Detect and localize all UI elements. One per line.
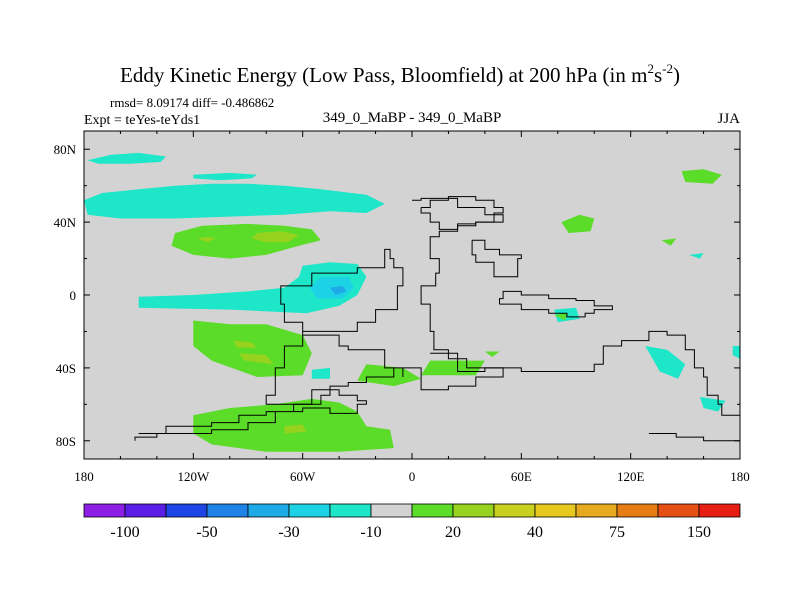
- outline-antarctic-coast: [134, 389, 367, 441]
- chart-title: Eddy Kinetic Energy (Low Pass, Bloomfiel…: [120, 61, 680, 87]
- x-tick-label-2: 60W: [290, 469, 316, 484]
- colorbar-label-4: 20: [445, 524, 461, 541]
- expt-label: Expt = teYes-teYds1: [84, 113, 200, 128]
- contour-south-pacific-yellow-a: [233, 340, 258, 348]
- title-main: Eddy Kinetic Energy (Low Pass, Bloomfiel…: [120, 63, 647, 87]
- stats-label: rmsd= 8.09174 diff= -0.486862: [110, 95, 274, 110]
- contour-central-asia-green: [561, 214, 595, 233]
- contour-regions: [84, 152, 740, 452]
- colorbar-label-3: -10: [360, 524, 381, 541]
- contour-dateline-cyan: [732, 346, 740, 359]
- colorbar-swatch-13: [616, 503, 659, 518]
- colorbar-swatch-2: [165, 503, 208, 518]
- x-tick-label-4: 60E: [511, 469, 532, 484]
- outline-south-asia: [430, 330, 741, 419]
- colorbar-swatch-3: [206, 503, 249, 518]
- colorbar-swatch-4: [247, 503, 290, 518]
- contour-south-atlantic-green: [357, 364, 422, 387]
- contour-indian-ocean-green: [554, 313, 567, 321]
- title-close: ): [673, 63, 680, 87]
- title-s: s: [654, 63, 662, 87]
- colorbar-swatch-10: [493, 503, 536, 518]
- outline-east-coast: [420, 196, 504, 230]
- contour-southern-ocean-green: [193, 398, 394, 452]
- contour-tropical-atlantic-cyan: [138, 262, 367, 314]
- colorbar-swatch-8: [411, 503, 454, 518]
- x-tick-label-0: 180: [74, 469, 94, 484]
- contour-north-pacific-patch-3: [193, 172, 258, 181]
- colorbar: -100 -50 -30 -10 20 40 75 150: [83, 503, 741, 541]
- outline-north-america-coast: [265, 197, 504, 405]
- contour-west-pacific-cyan: [689, 253, 704, 259]
- colorbar-swatch-5: [288, 503, 331, 518]
- season-label: JJA: [717, 111, 740, 127]
- contour-south-pacific-green: [193, 320, 312, 377]
- y-tick-label-3: 40S: [56, 361, 76, 376]
- colorbar-swatch-14: [657, 503, 700, 518]
- colorbar-label-6: 75: [609, 524, 625, 541]
- y-tick-label-0: 80N: [54, 142, 77, 157]
- center-label: 349_0_MaBP - 349_0_MaBP: [323, 110, 502, 126]
- colorbar-label-0: -100: [110, 524, 139, 541]
- contour-south-indian-green-2: [484, 351, 500, 357]
- contour-north-america-yellow-b: [251, 231, 299, 243]
- x-tick-label-5: 120E: [617, 469, 645, 484]
- colorbar-swatch-11: [534, 503, 577, 518]
- map-background: [84, 131, 740, 459]
- contour-north-pacific-patch-2: [87, 152, 166, 164]
- contour-tropical-atlantic-blue-b: [330, 285, 347, 295]
- contour-aus-se-cyan: [699, 397, 726, 412]
- contour-south-atlantic-cyan: [311, 367, 330, 379]
- colorbar-swatch-6: [329, 503, 372, 518]
- contour-west-pacific-green: [661, 238, 677, 246]
- x-tick-label-1: 120W: [177, 469, 210, 484]
- x-tick-label-3: 0: [409, 469, 416, 484]
- outline-asia-pacific: [499, 290, 613, 318]
- contour-north-america-yellow-a: [197, 236, 216, 243]
- colorbar-label-2: -30: [278, 524, 299, 541]
- colorbar-swatch-15: [698, 503, 741, 518]
- y-tick-label-4: 80S: [56, 434, 76, 449]
- colorbar-label-7: 150: [687, 524, 711, 541]
- colorbar-swatch-0: [83, 503, 126, 518]
- axis-ticks: 180 120W 60W 0 60E 120E 180 80N 40N 0 40S 80S: [54, 131, 750, 484]
- contour-southern-ocean-yellow: [284, 424, 307, 434]
- title-m-exponent: 2: [647, 61, 654, 76]
- contour-east-asia-green: [681, 169, 722, 184]
- title-s-exponent: -2: [662, 61, 673, 76]
- outline-east-asia-coast: [471, 239, 522, 278]
- colorbar-swatch-9: [452, 503, 495, 518]
- x-tick-label-6: 180: [730, 469, 750, 484]
- contour-north-pacific-band: [84, 183, 385, 219]
- y-tick-label-2: 0: [70, 288, 77, 303]
- colorbar-swatch-1: [124, 503, 167, 518]
- colorbar-label-5: 40: [527, 524, 543, 541]
- y-tick-label-1: 40N: [54, 215, 77, 230]
- contour-south-pacific-yellow-b: [238, 353, 274, 365]
- colorbar-swatch-7: [370, 503, 413, 518]
- contour-australia-cyan: [645, 346, 686, 379]
- colorbar-label-1: -50: [196, 524, 217, 541]
- colorbar-swatch-12: [575, 503, 618, 518]
